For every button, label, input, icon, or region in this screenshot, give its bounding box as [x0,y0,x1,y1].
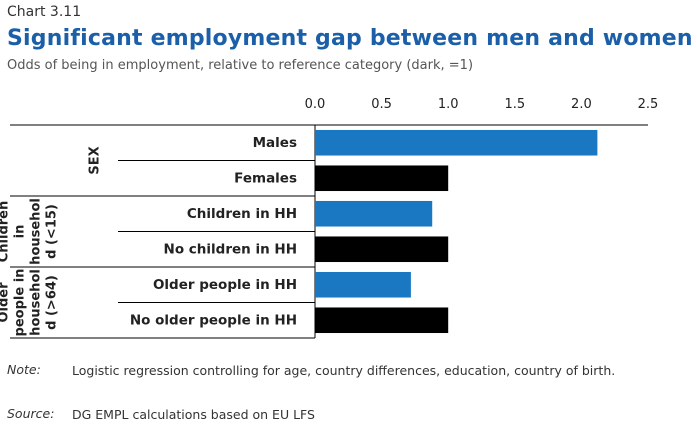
bar [315,129,598,156]
category-label: No older people in HH [130,312,297,328]
group-label: in [13,225,28,239]
group-label: Older [0,282,12,323]
x-tick-label: 0.5 [371,97,392,112]
x-tick-label: 0.0 [305,97,326,112]
category-label: Females [234,170,297,186]
x-tick-label: 1.0 [438,97,459,112]
group-label: househol [29,198,44,265]
category-label: No children in HH [164,241,297,257]
group-label: househol [29,269,44,336]
bar [315,165,449,192]
note-label: Note: [7,362,41,377]
bar [315,236,449,263]
note-text: Logistic regression controlling for age,… [72,363,616,378]
note-block: Note: Logistic regression controlling fo… [7,362,697,402]
chart-number-label: Chart 3.11 [7,4,82,20]
bar [315,271,411,298]
category-label: Males [253,135,297,151]
group-label: Children [0,201,12,263]
source-text: DG EMPL calculations based on EU LFS [72,407,315,422]
group-label: d (<15) [45,204,60,259]
group-label: d (>64) [45,275,60,330]
chart-title: Significant employment gap between men a… [7,26,693,51]
x-tick-label: 2.5 [638,97,659,112]
chart-plot: 0.0 0.5 1.0 1.5 2.0 2.5 SEX Males Females Childre… [0,97,659,339]
x-tick-label: 2.0 [571,97,592,112]
bar [315,200,433,227]
group-label: people in [13,269,28,337]
bar [315,307,449,334]
group-label: SEX [88,146,103,174]
category-label: Children in HH [187,206,297,222]
chart-subtitle: Odds of being in employment, relative to… [7,58,474,73]
category-label: Older people in HH [153,277,297,293]
source-block: Source: DG EMPL calculations based on EU… [7,406,697,424]
x-tick-label: 1.5 [504,97,525,112]
source-label: Source: [7,406,55,421]
